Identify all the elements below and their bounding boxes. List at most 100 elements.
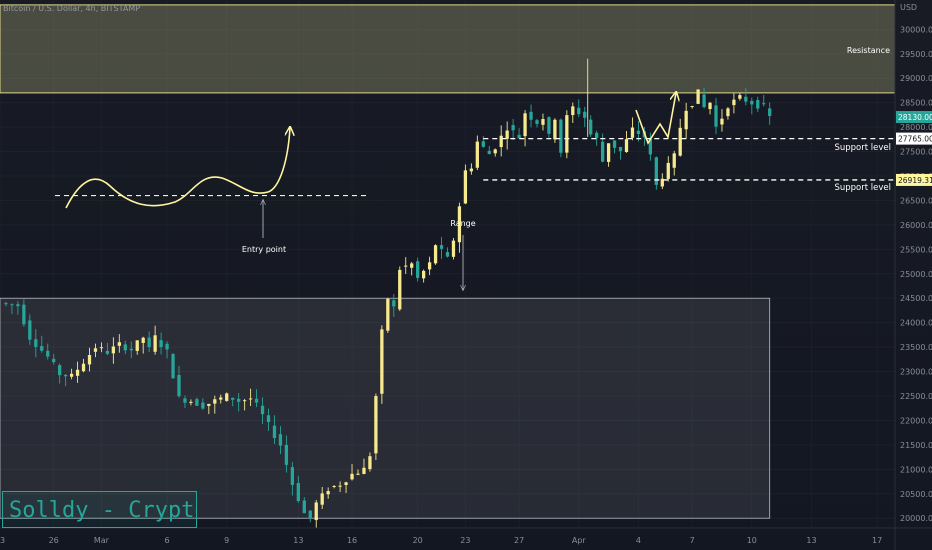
candle-body [732, 99, 736, 106]
candle-body [433, 245, 438, 264]
candle-body [213, 399, 217, 404]
y-tick-label: 23500.00 [900, 343, 932, 352]
x-tick-label: 13 [293, 536, 303, 545]
candle-body [451, 240, 456, 257]
candle-body [207, 403, 211, 406]
candle-body [439, 245, 444, 249]
candle-body [248, 398, 253, 400]
candle-body [302, 500, 306, 514]
y-tick-label: 21500.00 [900, 441, 932, 450]
candle-body [696, 89, 700, 104]
x-tick-label: 9 [224, 536, 229, 545]
y-tick-label: 26000.00 [900, 221, 932, 230]
candle-body [398, 269, 402, 310]
candle-body [189, 401, 193, 403]
time-axis[interactable]: 23 26 Mar 6 9 13 16 20 23 27 Apr 4 7 10 13 17 [0, 527, 932, 545]
x-tick-label: Mar [94, 536, 110, 545]
candle-body [183, 398, 187, 403]
candle-body [708, 102, 712, 110]
y-tick-label: 25500.00 [900, 245, 932, 254]
candle-body [595, 132, 599, 139]
x-tick-label: 26 [49, 536, 59, 545]
candle-body [559, 119, 563, 153]
candle-body [153, 335, 157, 352]
watermark: Solldy - Crypto for U [2, 491, 197, 528]
y-tick-label: 27500.00 [900, 148, 932, 157]
candle-body [738, 95, 742, 99]
candle-body [225, 393, 229, 401]
range-label: Range [450, 219, 475, 228]
candle-body [618, 147, 623, 152]
candle-body [58, 365, 62, 376]
candle-body [117, 342, 121, 346]
candle-body [523, 113, 527, 137]
candle-body [195, 399, 199, 406]
y-tick-label: 29500.00 [900, 50, 932, 59]
candle-body [4, 303, 8, 305]
candle-body [40, 346, 44, 351]
candle-body [75, 369, 80, 376]
candle-body [231, 397, 235, 400]
candle-body [16, 304, 20, 307]
candle-body [93, 348, 98, 352]
candle-body [344, 482, 348, 485]
candle-body [416, 261, 420, 278]
support-label-2: Support level [834, 183, 891, 193]
candle-body [589, 119, 593, 135]
x-tick-label: 23 [460, 536, 470, 545]
candle-body [159, 340, 163, 348]
candle-body [690, 106, 694, 108]
y-tick-label: 21000.00 [900, 465, 932, 474]
candle-body [457, 206, 462, 243]
candle-body [762, 103, 766, 105]
x-tick-label: 17 [872, 536, 882, 545]
candles [4, 58, 772, 529]
candle-body [326, 491, 330, 495]
y-tick-label: 24000.00 [900, 319, 932, 328]
y-tick-label: 20000.00 [900, 514, 932, 523]
y-tick-label: 22000.00 [900, 416, 932, 425]
forecast-path [635, 93, 676, 145]
candle-body [648, 138, 653, 155]
candle-body [177, 375, 181, 397]
candle-body [547, 117, 551, 134]
candle-body [242, 400, 247, 402]
x-tick-label: 4 [636, 536, 641, 545]
candle-body [266, 415, 271, 422]
candle-body [756, 100, 760, 109]
candle-body [87, 355, 92, 365]
candle-body [702, 94, 706, 108]
candle-body [404, 265, 408, 267]
price-axis[interactable]: 20000.00 20500.00 21000.00 21500.00 22000.00… [894, 0, 932, 550]
support-price-1-badge-bg [896, 132, 932, 145]
zones [0, 4, 896, 519]
candle-body [511, 125, 515, 131]
candle-body [332, 485, 336, 487]
candle-body [505, 130, 509, 139]
candle-body [63, 374, 68, 377]
candle-body [46, 350, 50, 357]
candle-body [720, 118, 724, 125]
candle-body [541, 118, 545, 125]
candle-body [606, 143, 611, 162]
candle-body [165, 343, 169, 350]
candle-body [612, 140, 617, 148]
candle-body [147, 337, 151, 348]
candle-body [410, 263, 414, 268]
resistance-zone [0, 4, 896, 94]
candle-body [141, 337, 145, 343]
candle-body [714, 105, 718, 127]
candle-body [392, 300, 396, 307]
candle-body [105, 350, 110, 354]
candle-body [320, 493, 324, 505]
candle-body [421, 270, 426, 279]
support-price-1-badge: 27765.00 [898, 135, 932, 144]
candle-body [535, 120, 539, 124]
candle-body [123, 344, 127, 351]
candle-body [272, 425, 277, 439]
candle-body [529, 111, 533, 120]
y-tick-label: 30000.00 [900, 25, 932, 34]
candle-body [201, 402, 205, 409]
x-tick-label: 16 [347, 536, 357, 545]
